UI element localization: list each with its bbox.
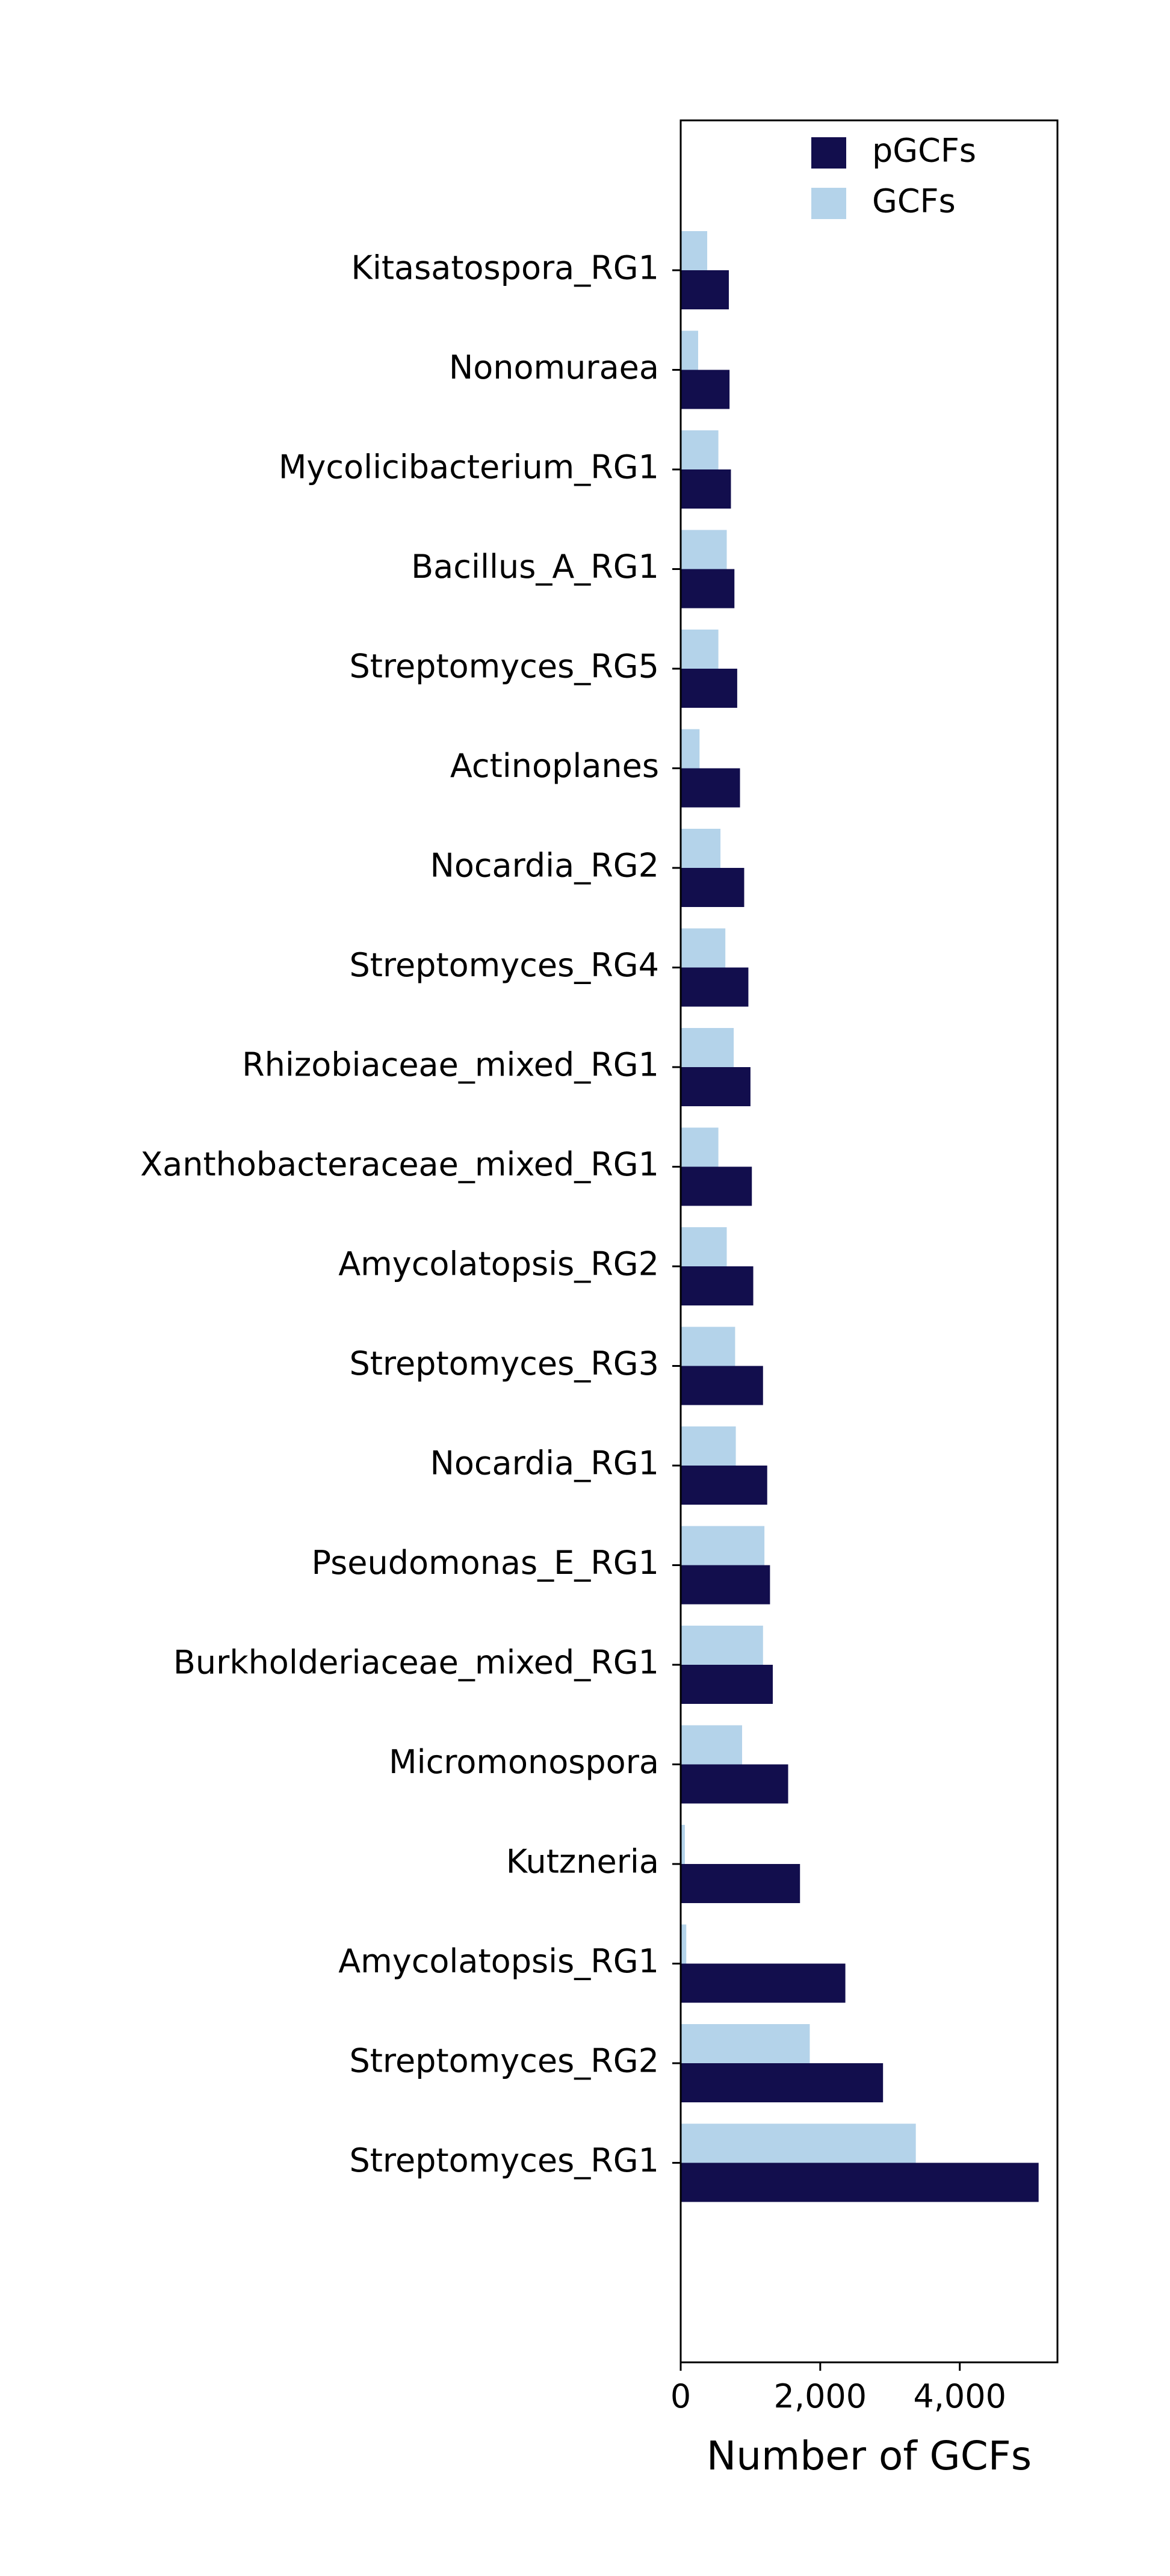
bar-gcfs-xanthobacteraceae-mixed-rg1: [681, 1127, 719, 1167]
bar-pgcfs-nocardia-rg2: [681, 868, 744, 907]
bar-pgcfs-actinoplanes: [681, 768, 740, 808]
bar-pgcfs-bacillus-a-rg1: [681, 569, 735, 608]
legend: pGCFs GCFs: [811, 132, 976, 220]
bar-gcfs-streptomyces-rg1: [681, 2123, 916, 2163]
bar-gcfs-kitasatospora-rg1: [681, 231, 708, 270]
bar-pgcfs-nonomuraea: [681, 370, 730, 409]
y-tick-label-kutzneria: Kutzneria: [506, 1843, 659, 1881]
y-tick-label-streptomyces-rg1: Streptomyces_RG1: [349, 2141, 659, 2179]
y-tick-label-streptomyces-rg5: Streptomyces_RG5: [349, 648, 659, 686]
y-tick-label-amycolatopsis-rg1: Amycolatopsis_RG1: [338, 1942, 659, 1980]
y-tick-label-xanthobacteraceae-mixed-rg1: Xanthobacteraceae_mixed_RG1: [140, 1145, 659, 1183]
y-tick-label-nonomuraea: Nonomuraea: [449, 348, 659, 386]
bar-gcfs-amycolatopsis-rg2: [681, 1227, 727, 1266]
bar-gcfs-micromonospora: [681, 1725, 743, 1765]
bar-gcfs-nocardia-rg1: [681, 1426, 736, 1466]
bar-pgcfs-streptomyces-rg1: [681, 2163, 1039, 2202]
bar-gcfs-mycolicibacterium-rg1: [681, 430, 719, 469]
bar-gcfs-streptomyces-rg5: [681, 630, 719, 669]
bar-gcfs-burkholderiaceae-mixed-rg1: [681, 1626, 763, 1665]
bar-gcfs-actinoplanes: [681, 729, 700, 769]
bar-pgcfs-micromonospora: [681, 1764, 788, 1804]
legend-label-gcfs: GCFs: [872, 182, 956, 220]
bar-pgcfs-kutzneria: [681, 1864, 800, 1903]
y-tick-label-amycolatopsis-rg2: Amycolatopsis_RG2: [338, 1245, 659, 1283]
x-axis-title: Number of GCFs: [707, 2433, 1032, 2479]
y-tick-label-nocardia-rg2: Nocardia_RG2: [430, 847, 659, 885]
y-tick-label-burkholderiaceae-mixed-rg1: Burkholderiaceae_mixed_RG1: [173, 1644, 659, 1682]
bar-gcfs-pseudomonas-e-rg1: [681, 1526, 765, 1565]
y-tick-labels: Kitasatospora_RG1 Nonomuraea Mycolicibacte…: [140, 249, 681, 2179]
bar-gcfs-bacillus-a-rg1: [681, 530, 727, 569]
bar-pgcfs-kitasatospora-rg1: [681, 270, 729, 309]
legend-swatch-pgcfs: [811, 137, 846, 169]
y-tick-label-micromonospora: Micromonospora: [389, 1743, 659, 1781]
bar-pgcfs-mycolicibacterium-rg1: [681, 469, 731, 509]
bar-pgcfs-streptomyces-rg4: [681, 967, 749, 1007]
bar-gcfs-kutzneria: [681, 1825, 685, 1864]
bar-pgcfs-streptomyces-rg2: [681, 2063, 884, 2102]
y-tick-label-streptomyces-rg4: Streptomyces_RG4: [349, 946, 659, 984]
bar-pgcfs-amycolatopsis-rg1: [681, 1963, 846, 2003]
y-tick-label-kitasatospora-rg1: Kitasatospora_RG1: [351, 249, 659, 287]
y-tick-label-bacillus-a-rg1: Bacillus_A_RG1: [411, 548, 659, 586]
bar-pgcfs-xanthobacteraceae-mixed-rg1: [681, 1166, 752, 1206]
y-tick-label-mycolicibacterium-rg1: Mycolicibacterium_RG1: [279, 448, 659, 486]
legend-label-pgcfs: pGCFs: [872, 132, 976, 170]
y-tick-label-actinoplanes: Actinoplanes: [450, 747, 659, 785]
x-tick-label-1: 2,000: [774, 2377, 867, 2415]
bar-gcfs-streptomyces-rg4: [681, 928, 726, 968]
x-ticks: 0 2,000 4,000: [670, 2362, 1006, 2415]
bar-pgcfs-rhizobiaceae-mixed-rg1: [681, 1067, 751, 1106]
y-tick-label-streptomyces-rg2: Streptomyces_RG2: [349, 2042, 659, 2080]
bar-gcfs-nocardia-rg2: [681, 829, 721, 868]
y-tick-label-streptomyces-rg3: Streptomyces_RG3: [349, 1345, 659, 1382]
bar-gcfs-streptomyces-rg3: [681, 1327, 735, 1366]
x-tick-label-2: 4,000: [913, 2377, 1006, 2415]
y-tick-label-pseudomonas-e-rg1: Pseudomonas_E_RG1: [312, 1544, 659, 1582]
legend-swatch-gcfs: [811, 188, 846, 219]
y-tick-label-nocardia-rg1: Nocardia_RG1: [430, 1444, 659, 1482]
bar-pgcfs-burkholderiaceae-mixed-rg1: [681, 1665, 773, 1704]
x-tick-label-0: 0: [670, 2377, 691, 2415]
bar-pgcfs-nocardia-rg1: [681, 1466, 767, 1505]
bar-pgcfs-streptomyces-rg5: [681, 669, 737, 708]
bar-gcfs-rhizobiaceae-mixed-rg1: [681, 1028, 734, 1067]
bar-gcfs-amycolatopsis-rg1: [681, 1924, 687, 1964]
bar-gcfs-nonomuraea: [681, 330, 698, 370]
plot-frame: [679, 119, 1059, 2364]
bar-pgcfs-pseudomonas-e-rg1: [681, 1565, 770, 1605]
bar-gcfs-streptomyces-rg2: [681, 2024, 810, 2063]
bars-layer: [681, 231, 1039, 2202]
bar-pgcfs-amycolatopsis-rg2: [681, 1266, 754, 1305]
bar-pgcfs-streptomyces-rg3: [681, 1366, 763, 1405]
y-tick-label-rhizobiaceae-mixed-rg1: Rhizobiaceae_mixed_RG1: [242, 1046, 659, 1084]
